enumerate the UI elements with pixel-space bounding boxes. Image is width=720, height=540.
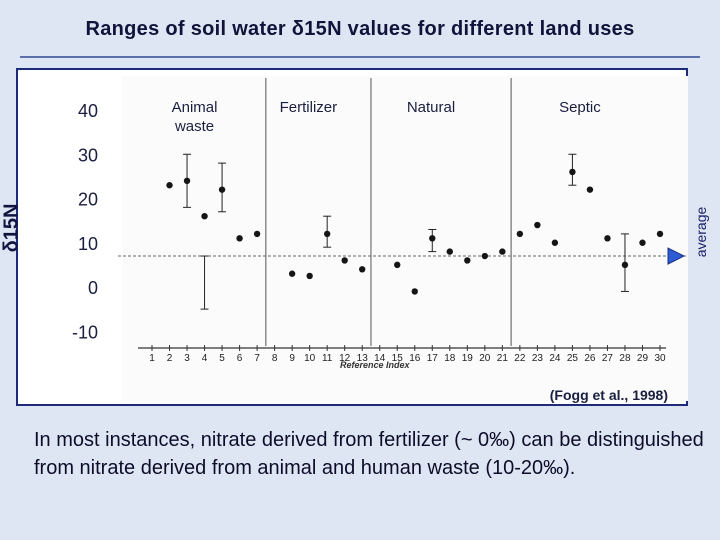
x-tick-label: 15 [392, 353, 404, 364]
x-tick-label: 19 [462, 353, 474, 364]
citation: (Fogg et al., 1998) [549, 387, 668, 403]
data-point [516, 230, 524, 238]
x-tick-label: 12 [339, 353, 351, 364]
data-point [218, 186, 226, 193]
x-tick-label: 13 [357, 353, 369, 364]
x-tick-label: 20 [479, 353, 491, 364]
y-axis-title: δ15N [0, 203, 23, 253]
y-tick-label: 0 [88, 278, 98, 298]
caption-text: In most instances, nitrate derived from … [34, 429, 704, 479]
y-tick-label: 10 [78, 234, 98, 254]
x-axis-title: Reference Index [340, 360, 410, 370]
data-point [656, 230, 664, 238]
average-label: average [693, 206, 709, 258]
x-tick-label: 27 [602, 353, 614, 364]
x-tick-label: 23 [532, 353, 544, 364]
data-point [183, 177, 191, 184]
x-tick-label: 14 [374, 353, 386, 364]
group-label: waste [174, 118, 214, 135]
data-point [464, 257, 471, 264]
x-tick-label: 2 [167, 353, 173, 364]
x-tick-label: 25 [567, 353, 579, 364]
group-label: Animal [172, 99, 218, 116]
data-point [323, 230, 331, 238]
x-tick-label: 18 [444, 353, 456, 364]
x-tick-label: 29 [637, 353, 649, 364]
average-arrow [667, 247, 686, 265]
data-point [481, 252, 489, 260]
data-point [166, 182, 173, 189]
data-point [446, 248, 453, 255]
x-tick-label: 17 [427, 353, 439, 364]
x-tick-label: 6 [237, 353, 243, 364]
group-label: Natural [407, 99, 455, 116]
data-point [394, 261, 401, 269]
x-tick-label: 8 [272, 353, 278, 364]
group-label: Septic [559, 99, 601, 116]
x-tick-label: 9 [289, 353, 295, 364]
y-tick-label: 20 [78, 190, 98, 210]
data-point [236, 235, 243, 242]
data-point [306, 272, 313, 280]
data-point [586, 186, 594, 193]
data-point [551, 239, 559, 246]
x-tick-label: 16 [409, 353, 421, 364]
data-point [639, 239, 646, 246]
data-point [604, 235, 611, 242]
slide-title: Ranges of soil water δ15N values for dif… [85, 18, 635, 40]
y-tick-label: -10 [72, 322, 98, 342]
x-tick-label: 24 [549, 353, 561, 364]
x-tick-label: 22 [514, 353, 526, 364]
group-label: Fertilizer [280, 99, 338, 116]
data-point [534, 221, 541, 229]
data-point [341, 257, 348, 264]
x-tick-label: 28 [619, 353, 631, 364]
x-tick-label: 4 [202, 353, 208, 364]
data-point [201, 213, 208, 220]
x-tick-label: 1 [149, 353, 155, 364]
y-tick-label: 30 [78, 145, 98, 165]
figure-scan-area [122, 76, 688, 401]
data-point [253, 230, 261, 238]
x-tick-label: 30 [654, 353, 666, 364]
x-tick-label: 7 [254, 353, 260, 364]
title-divider [20, 56, 700, 58]
x-tick-label: 11 [322, 353, 333, 364]
data-point [411, 288, 418, 295]
data-point [359, 266, 366, 273]
figure-panel [16, 68, 688, 406]
data-point [569, 168, 576, 176]
x-tick-label: 10 [304, 353, 316, 364]
data-point [621, 261, 629, 269]
data-point [499, 248, 506, 255]
data-point [288, 270, 296, 277]
x-tick-label: 21 [497, 353, 509, 364]
x-tick-label: 26 [584, 353, 596, 364]
x-tick-label: 3 [184, 353, 190, 364]
x-tick-label: 5 [219, 353, 225, 364]
y-tick-label: 40 [78, 101, 98, 121]
data-point [429, 235, 436, 242]
